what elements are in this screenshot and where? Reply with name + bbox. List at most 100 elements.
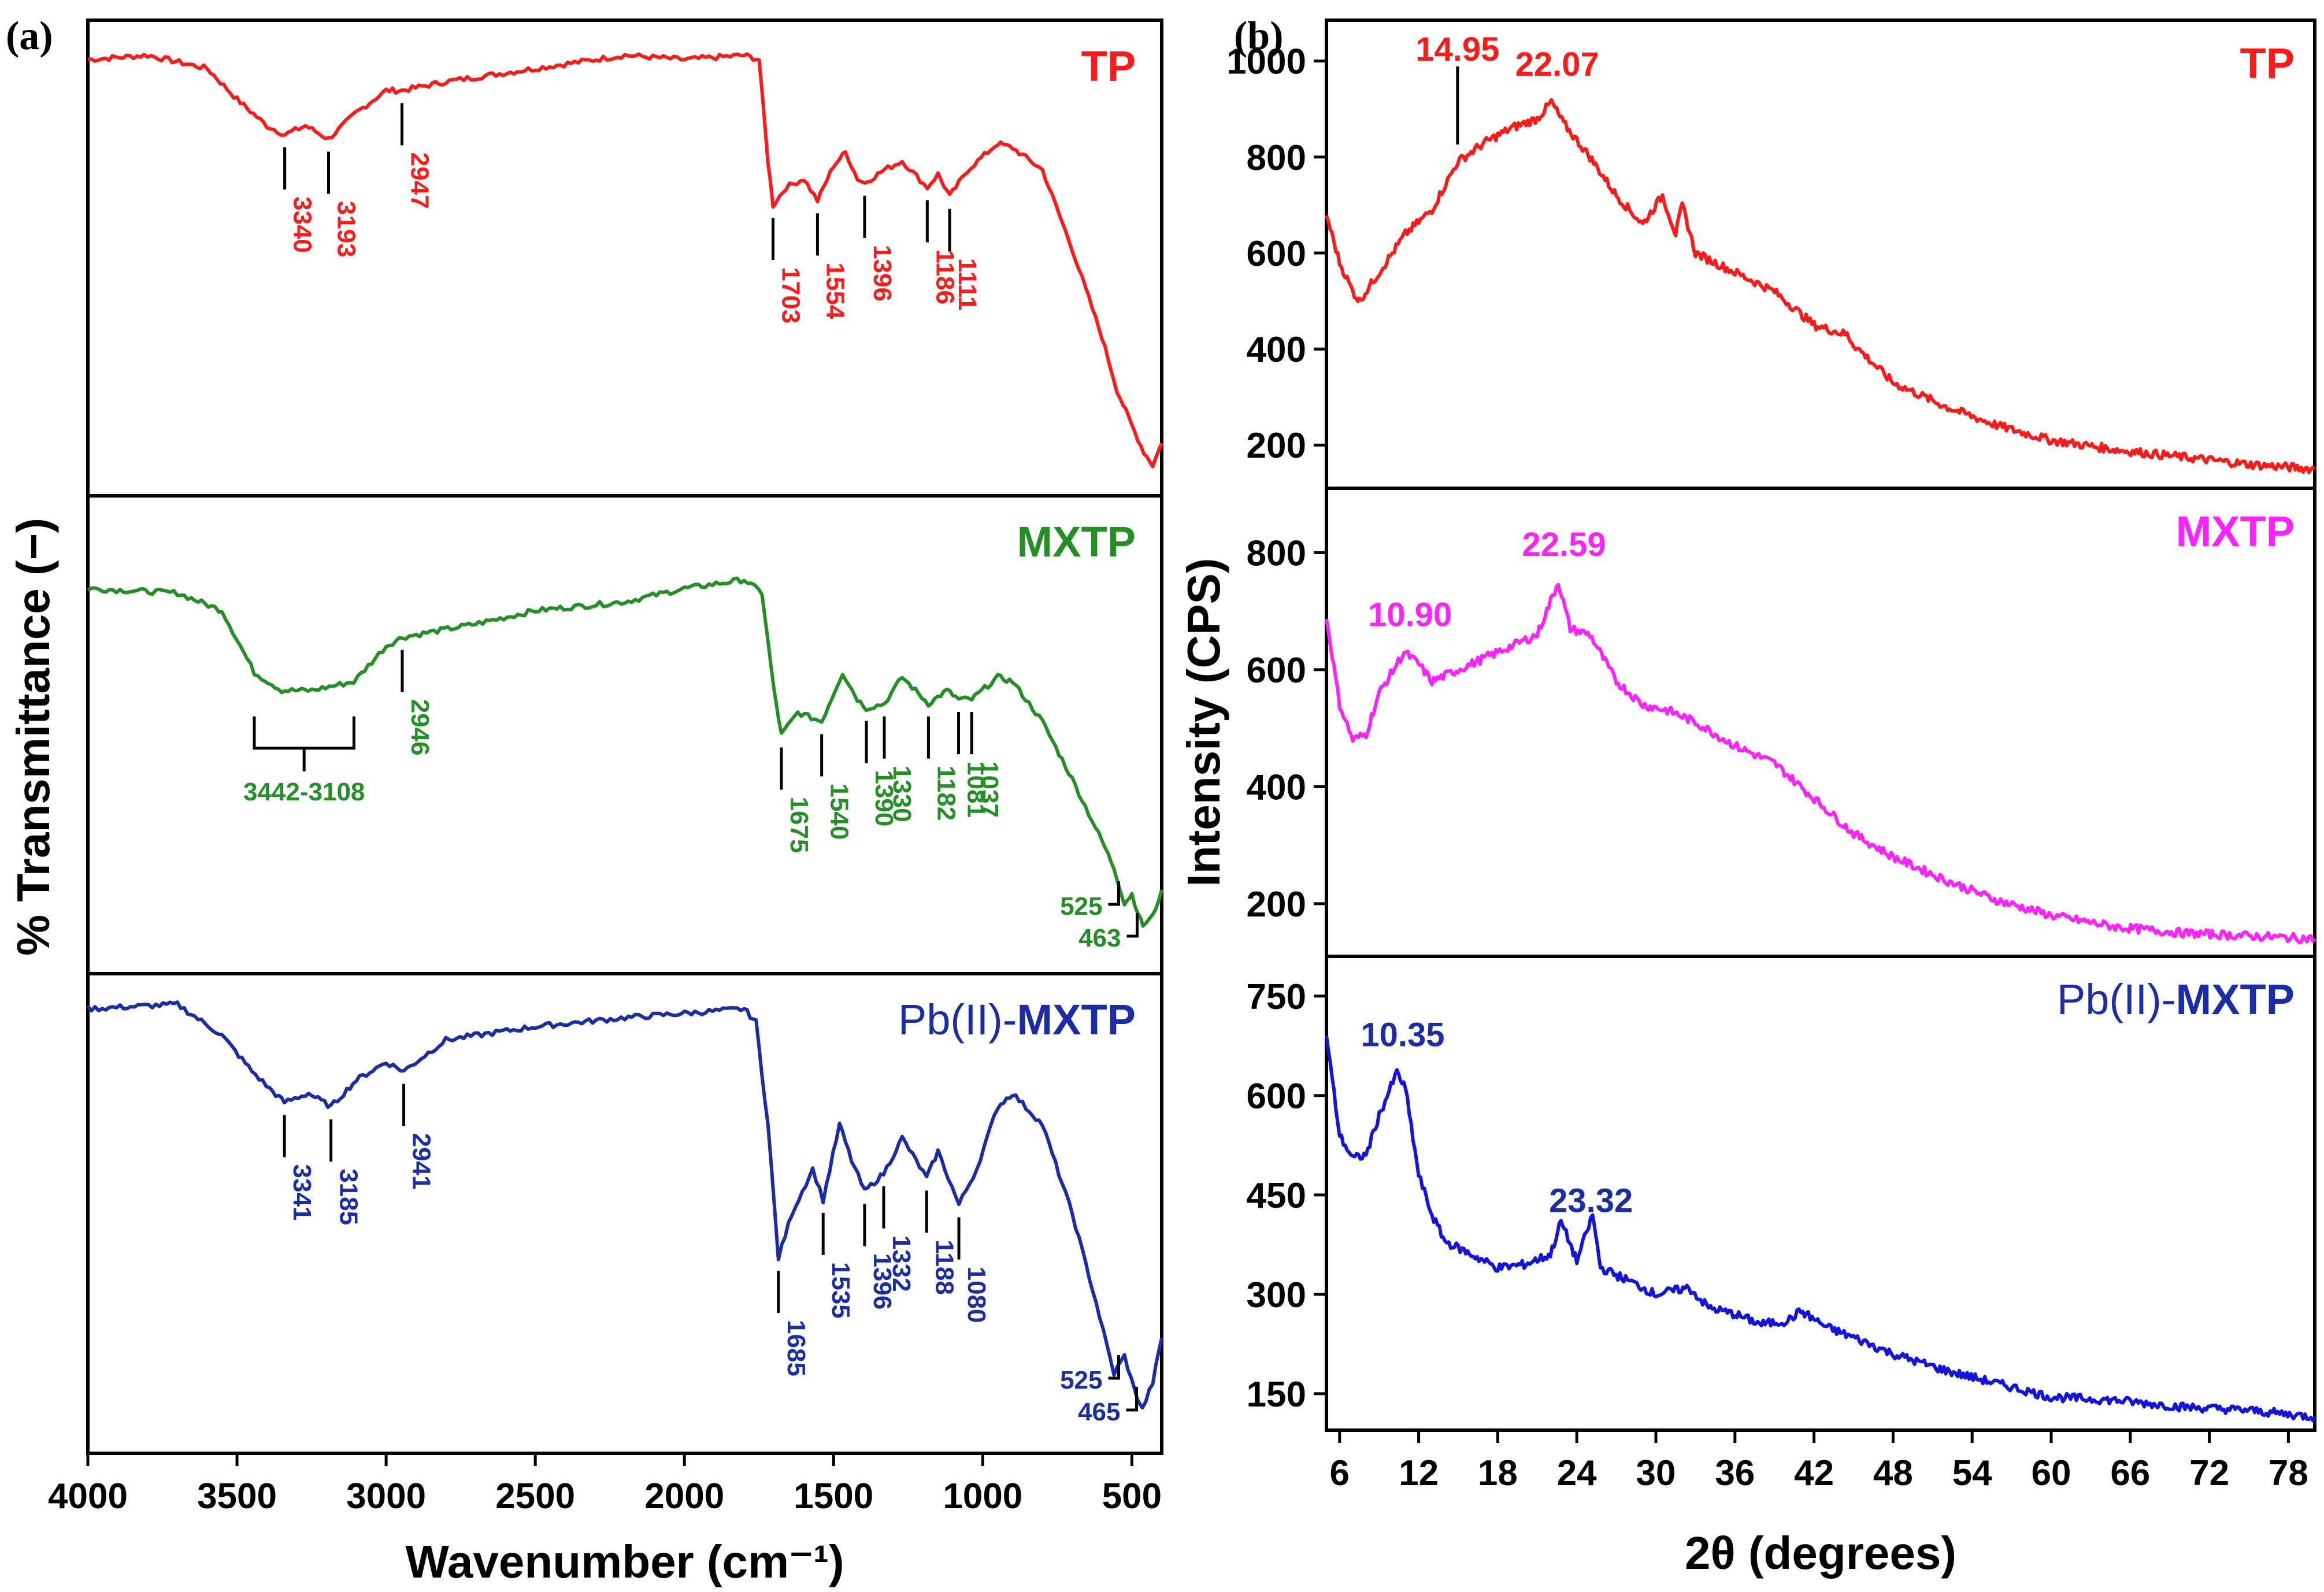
panel-a-tag: (a) <box>6 14 53 58</box>
ftir-series-label-prefix: Pb(II)- <box>898 996 1017 1044</box>
xrd-y-tick-label: 150 <box>1247 1375 1306 1415</box>
ftir-series-label-main: TP <box>1081 42 1136 90</box>
ftir-peak-label: 1037 <box>975 761 1003 818</box>
ftir-series-label: TP <box>1081 42 1136 90</box>
ftir-peak-label: 1186 <box>931 249 959 304</box>
xrd-series-label: Pb(II)-MXTP <box>2057 975 2295 1023</box>
xrd-x-tick-label: 66 <box>2110 1453 2150 1493</box>
ftir-series-label-main: MXTP <box>1017 996 1136 1044</box>
ftir-x-tick-label: 2500 <box>495 1476 575 1516</box>
xrd-peak-label: 23.32 <box>1549 1182 1633 1219</box>
ftir-x-tick-label: 500 <box>1102 1476 1162 1516</box>
xrd-x-tick-label: 30 <box>1636 1453 1676 1493</box>
xrd-x-tick-label: 24 <box>1557 1453 1597 1493</box>
xrd-peak-label: 22.07 <box>1515 46 1599 83</box>
ftir-peak-label: 1675 <box>785 797 813 853</box>
ftir-peak-label: 1332 <box>887 1235 915 1292</box>
ftir-peak-marker <box>1108 1355 1120 1380</box>
ftir-peak-label: 3341 <box>288 1164 316 1221</box>
xrd-y-tick-label: 200 <box>1247 885 1306 925</box>
ftir-plot-frame <box>86 18 1163 1455</box>
xrd-y-tick-label: 800 <box>1247 138 1306 178</box>
ftir-peak-marker <box>1126 913 1139 938</box>
ftir-peak-label: 1535 <box>826 1262 855 1319</box>
xrd-x-tick-label: 72 <box>2189 1453 2229 1493</box>
xrd-y-tick-label: 300 <box>1247 1275 1306 1315</box>
ftir-curve-0 <box>87 52 1163 469</box>
xrd-peak-label: 10.90 <box>1368 596 1452 634</box>
xrd-plot-frame <box>1325 18 2316 1432</box>
xrd-curve-0 <box>1325 98 2316 474</box>
ftir-peak-label: 1330 <box>888 766 916 822</box>
ftir-peak-label: 3442-3108 <box>243 778 365 806</box>
xrd-x-tick-label: 78 <box>2269 1453 2308 1493</box>
xrd-x-tick-label: 42 <box>1794 1453 1834 1493</box>
xrd-x-tick-label: 6 <box>1330 1453 1350 1493</box>
ftir-peak-label: 3340 <box>288 196 317 253</box>
ftir-x-tick-label: 4000 <box>48 1476 128 1516</box>
xrd-y-tick-label: 1000 <box>1226 42 1306 82</box>
ftir-peak-label: 3193 <box>332 201 361 257</box>
ftir-peak-label: 2941 <box>407 1133 436 1190</box>
xrd-x-axis-title: 2θ (degrees) <box>1685 1527 1956 1579</box>
xrd-y-tick-label: 600 <box>1247 234 1306 274</box>
ftir-peak-label: 1081 <box>962 761 991 818</box>
xrd-y-tick-label: 600 <box>1247 651 1306 691</box>
ftir-peak-label: 1554 <box>821 262 849 319</box>
panel-b-tag: (b) <box>1234 14 1284 58</box>
ftir-series-label-main: MXTP <box>1017 518 1136 566</box>
ftir-curve-1 <box>87 576 1163 928</box>
ftir-series-label: MXTP <box>1017 518 1136 566</box>
ftir-x-tick-label: 3500 <box>197 1476 277 1516</box>
ftir-x-tick-label: 3000 <box>346 1476 426 1516</box>
xrd-x-tick-label: 60 <box>2032 1453 2071 1493</box>
xrd-curve-1 <box>1325 582 2316 944</box>
xrd-y-tick-label: 400 <box>1247 767 1306 807</box>
ftir-peak-label: 525 <box>1060 892 1102 921</box>
ftir-panel: 4000 3500 3000 2500 2000 1500 1000 500 TPMXTPPb… <box>8 18 1163 1587</box>
xrd-panel: 6 12 18 24 30 36 42 48 54 60 66 72 78 200 400 600 800 100… <box>1178 18 2316 1579</box>
ftir-peak-label: 1111 <box>953 258 981 311</box>
xrd-x-tick-label: 12 <box>1399 1453 1439 1493</box>
xrd-y-tick-label: 600 <box>1247 1077 1306 1116</box>
xrd-series-label-main: MXTP <box>2175 507 2295 555</box>
xrd-series-label-main: TP <box>2240 39 2295 87</box>
xrd-x-tick-label: 18 <box>1478 1453 1518 1493</box>
ftir-peak-label: 2946 <box>406 699 434 756</box>
xrd-y-tick-label: 750 <box>1247 977 1306 1017</box>
xrd-x-tick-label: 54 <box>1952 1453 1992 1493</box>
xrd-series-label: MXTP <box>2175 507 2295 555</box>
xrd-x-tick-label: 48 <box>1873 1453 1913 1493</box>
xrd-peak-label: 22.59 <box>1522 526 1606 563</box>
ftir-x-axis-title: Wavenumber (cm⁻¹) <box>405 1536 844 1587</box>
ftir-peak-marker <box>1108 881 1120 906</box>
ftir-peak-marker <box>1126 1387 1138 1412</box>
xrd-curve-2 <box>1325 1035 2316 1423</box>
ftir-peak-label: 2947 <box>405 153 433 209</box>
xrd-y-tick-label: 800 <box>1247 533 1306 573</box>
ftir-peak-label: 1685 <box>782 1320 810 1376</box>
xrd-y-tick-label: 450 <box>1247 1176 1306 1216</box>
ftir-x-axis: 4000 3500 3000 2500 2000 1500 1000 500 <box>48 1453 1162 1516</box>
xrd-series-label-main: MXTP <box>2175 975 2295 1023</box>
ftir-peak-label: 1540 <box>825 783 854 840</box>
ftir-peak-label: 1080 <box>962 1267 991 1323</box>
ftir-peak-label: 3185 <box>335 1168 363 1225</box>
ftir-range-bracket <box>253 716 355 750</box>
xrd-y-tick-label: 200 <box>1247 426 1306 466</box>
xrd-series-label-prefix: Pb(II)- <box>2057 975 2176 1023</box>
xrd-annotations: 14.95 22.07 10.90 22.59 10.35 23.32 <box>1361 31 1633 1219</box>
ftir-peak-label: 465 <box>1078 1398 1120 1426</box>
xrd-x-tick-label: 36 <box>1715 1453 1755 1493</box>
xrd-y-tick-label: 400 <box>1247 330 1306 370</box>
xrd-axes: 6 12 18 24 30 36 42 48 54 60 66 72 78 200 400 600 800 100… <box>1226 42 2308 1493</box>
ftir-peak-label: 1188 <box>930 1240 958 1294</box>
xrd-peak-label: 14.95 <box>1415 31 1499 68</box>
ftir-peak-label: 1396 <box>868 1253 896 1310</box>
ftir-peak-label: 463 <box>1078 924 1121 952</box>
ftir-peak-label: 525 <box>1060 1366 1102 1394</box>
ftir-peak-label: 1396 <box>868 245 896 302</box>
